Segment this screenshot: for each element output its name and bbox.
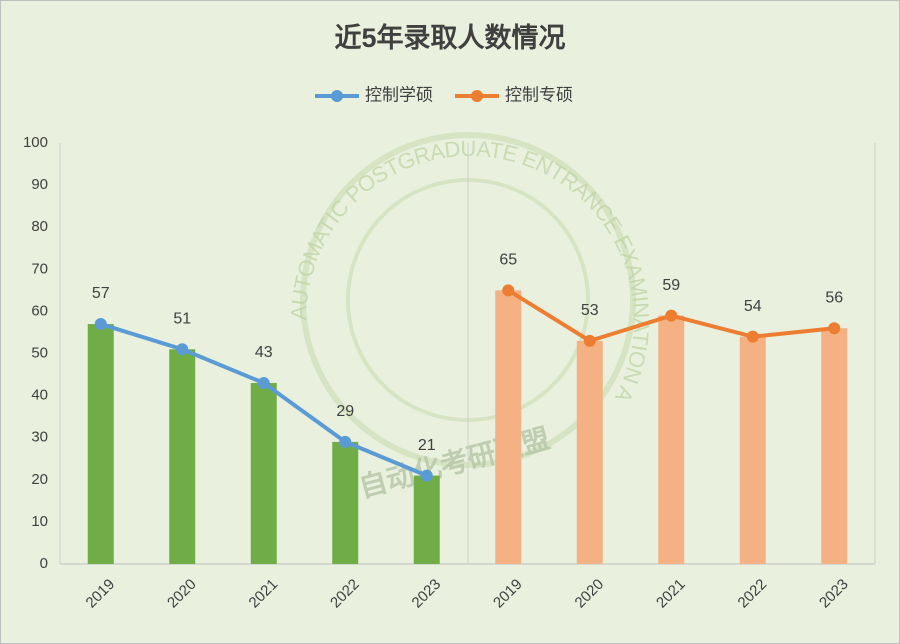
bar [169,349,196,564]
legend-marker [471,90,483,102]
y-tick-label: 70 [31,260,48,277]
data-label: 43 [255,344,273,361]
marker [665,309,678,322]
marker [94,318,107,331]
y-tick-label: 100 [23,134,48,151]
bar [250,382,277,564]
bar [821,328,848,564]
bar [658,315,685,564]
bar [413,475,440,564]
marker [420,469,433,482]
legend-label: 控制学硕 [365,85,433,104]
data-label: 56 [825,289,843,306]
bar [332,441,359,564]
y-tick-label: 10 [31,513,48,530]
bar [576,340,603,564]
y-tick-label: 50 [31,344,48,361]
y-tick-label: 80 [31,218,48,235]
y-tick-label: 40 [31,387,48,404]
data-label: 57 [92,285,110,302]
y-tick-label: 0 [40,555,48,572]
marker [828,322,841,335]
data-label: 65 [499,252,517,269]
chart-title: 近5年录取人数情况 [334,22,565,53]
marker [583,334,596,347]
marker [339,435,352,448]
marker [257,376,270,389]
bar [739,336,766,564]
marker [502,284,515,297]
bar [495,290,522,564]
marker [746,330,759,343]
y-tick-label: 30 [31,429,48,446]
data-label: 21 [418,437,436,454]
y-tick-label: 90 [31,176,48,193]
y-tick-label: 60 [31,302,48,319]
data-label: 54 [744,298,762,315]
y-tick-label: 20 [31,471,48,488]
data-label: 59 [662,277,680,294]
bar [87,324,114,564]
data-label: 29 [336,403,354,420]
marker [176,343,189,356]
data-label: 53 [581,302,599,319]
data-label: 51 [173,311,191,328]
legend-label: 控制专硕 [505,85,573,104]
legend-marker [331,90,343,102]
